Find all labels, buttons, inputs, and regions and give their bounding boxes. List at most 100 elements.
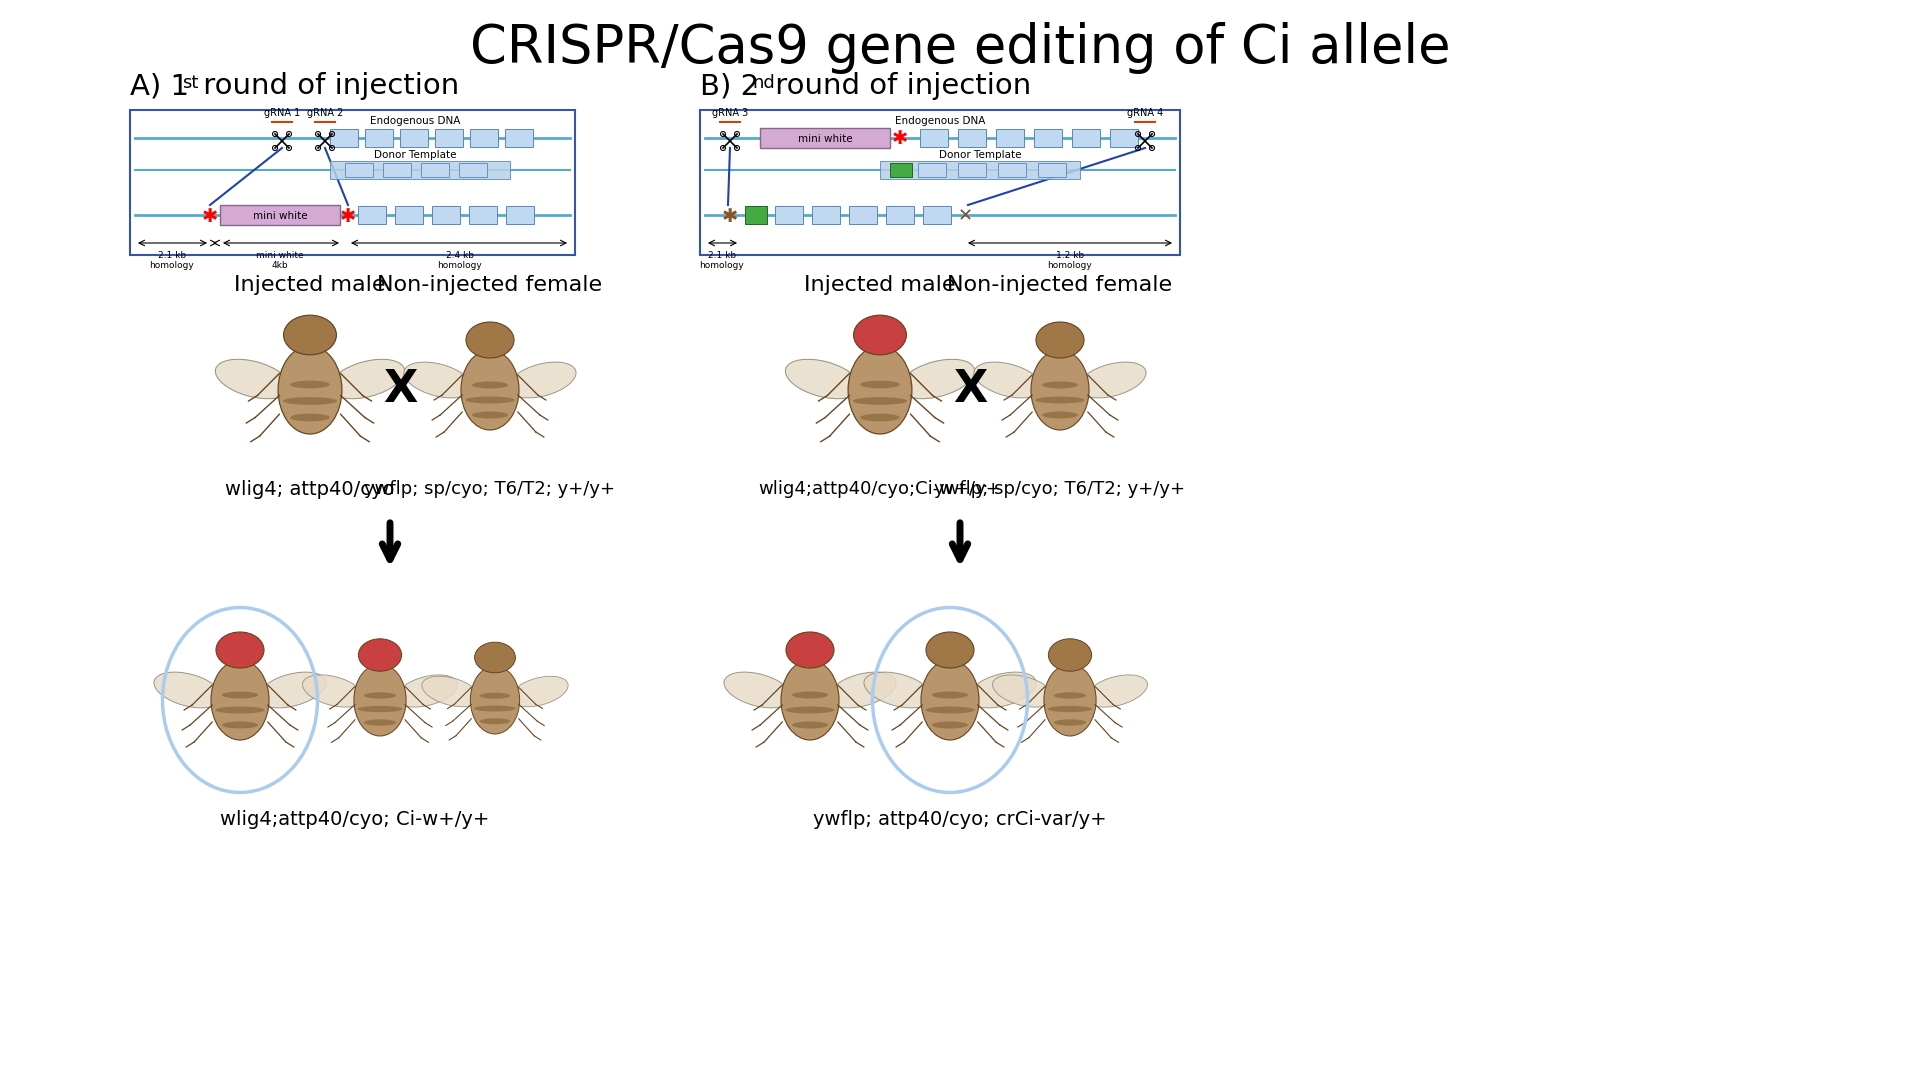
Ellipse shape: [509, 362, 576, 397]
Ellipse shape: [785, 360, 860, 399]
Ellipse shape: [472, 381, 509, 389]
Ellipse shape: [403, 362, 472, 397]
Bar: [330, 129, 357, 147]
Ellipse shape: [931, 691, 968, 699]
Text: gRNA 2: gRNA 2: [307, 108, 344, 118]
Text: Endogenous DNA: Endogenous DNA: [371, 116, 461, 126]
Bar: [459, 163, 488, 177]
Text: ✱: ✱: [722, 206, 737, 226]
Text: Injected male: Injected male: [234, 275, 386, 295]
Ellipse shape: [1037, 322, 1085, 357]
Bar: [470, 129, 497, 147]
Ellipse shape: [968, 672, 1037, 707]
Bar: [745, 206, 766, 224]
Text: X: X: [382, 368, 417, 411]
Text: wlig4;attp40/cyo; Ci-w+/y+: wlig4;attp40/cyo; Ci-w+/y+: [221, 810, 490, 829]
Ellipse shape: [353, 664, 407, 735]
Text: Donor Template: Donor Template: [374, 150, 457, 160]
Bar: [958, 163, 987, 177]
Text: ywflp; sp/cyo; T6/T2; y+/y+: ywflp; sp/cyo; T6/T2; y+/y+: [935, 480, 1185, 498]
Text: nd: nd: [753, 75, 776, 92]
Bar: [221, 205, 340, 225]
Ellipse shape: [1031, 350, 1089, 430]
Text: mini white: mini white: [797, 134, 852, 144]
Bar: [891, 163, 912, 177]
Ellipse shape: [791, 691, 828, 699]
Ellipse shape: [993, 675, 1054, 707]
Text: ✱: ✱: [202, 206, 219, 226]
Bar: [396, 206, 422, 224]
Text: ✱: ✱: [340, 206, 357, 226]
Text: mini white
4kb: mini white 4kb: [255, 251, 303, 270]
Ellipse shape: [1048, 638, 1092, 671]
Ellipse shape: [359, 638, 401, 671]
Bar: [920, 129, 948, 147]
Ellipse shape: [284, 315, 336, 355]
Ellipse shape: [396, 675, 457, 707]
Text: Non-injected female: Non-injected female: [378, 275, 603, 295]
Bar: [505, 129, 534, 147]
Ellipse shape: [781, 660, 839, 740]
Ellipse shape: [223, 691, 257, 699]
Ellipse shape: [223, 721, 257, 729]
Text: 1.2 kb
homology: 1.2 kb homology: [1048, 251, 1092, 270]
Ellipse shape: [472, 411, 509, 418]
Bar: [1039, 163, 1066, 177]
Ellipse shape: [860, 414, 900, 421]
Ellipse shape: [724, 672, 793, 707]
Text: B) 2: B) 2: [701, 72, 758, 100]
Bar: [436, 129, 463, 147]
Ellipse shape: [282, 397, 338, 405]
Text: CRISPR/Cas9 gene editing of Ci allele: CRISPR/Cas9 gene editing of Ci allele: [470, 22, 1450, 75]
Ellipse shape: [854, 315, 906, 355]
Bar: [958, 129, 987, 147]
Bar: [1035, 129, 1062, 147]
Ellipse shape: [465, 396, 515, 404]
Bar: [924, 206, 950, 224]
Bar: [399, 129, 428, 147]
Bar: [918, 163, 947, 177]
Text: mini white: mini white: [253, 211, 307, 221]
Ellipse shape: [330, 360, 405, 399]
Ellipse shape: [791, 721, 828, 729]
Ellipse shape: [480, 718, 511, 725]
Ellipse shape: [461, 350, 518, 430]
Text: Injected male: Injected male: [804, 275, 956, 295]
Ellipse shape: [1035, 396, 1085, 404]
Ellipse shape: [363, 719, 396, 726]
Bar: [996, 129, 1023, 147]
Bar: [776, 206, 803, 224]
Ellipse shape: [215, 360, 290, 399]
Ellipse shape: [215, 632, 265, 669]
Bar: [885, 206, 914, 224]
Text: Endogenous DNA: Endogenous DNA: [895, 116, 985, 126]
Text: 2.4 kb
homology: 2.4 kb homology: [438, 251, 482, 270]
Bar: [346, 163, 372, 177]
Text: ywflp; attp40/cyo; crCi-var/y+: ywflp; attp40/cyo; crCi-var/y+: [814, 810, 1106, 829]
Ellipse shape: [303, 675, 365, 707]
Ellipse shape: [470, 666, 520, 734]
Ellipse shape: [1044, 664, 1096, 735]
Ellipse shape: [290, 414, 330, 421]
Ellipse shape: [480, 692, 511, 699]
Ellipse shape: [154, 672, 223, 707]
Ellipse shape: [785, 632, 833, 669]
Bar: [357, 206, 386, 224]
Ellipse shape: [1054, 692, 1087, 699]
Ellipse shape: [849, 346, 912, 434]
Ellipse shape: [925, 632, 973, 669]
Ellipse shape: [828, 672, 897, 707]
Ellipse shape: [973, 362, 1043, 397]
Text: X: X: [952, 368, 987, 411]
Text: Donor Template: Donor Template: [939, 150, 1021, 160]
Ellipse shape: [474, 705, 516, 712]
Text: ✕: ✕: [958, 207, 973, 225]
Ellipse shape: [1077, 362, 1146, 397]
Ellipse shape: [785, 706, 835, 714]
Bar: [812, 206, 841, 224]
Text: Non-injected female: Non-injected female: [947, 275, 1173, 295]
Ellipse shape: [211, 660, 269, 740]
Text: round of injection: round of injection: [766, 72, 1031, 100]
Bar: [879, 161, 1079, 179]
Ellipse shape: [357, 706, 401, 712]
